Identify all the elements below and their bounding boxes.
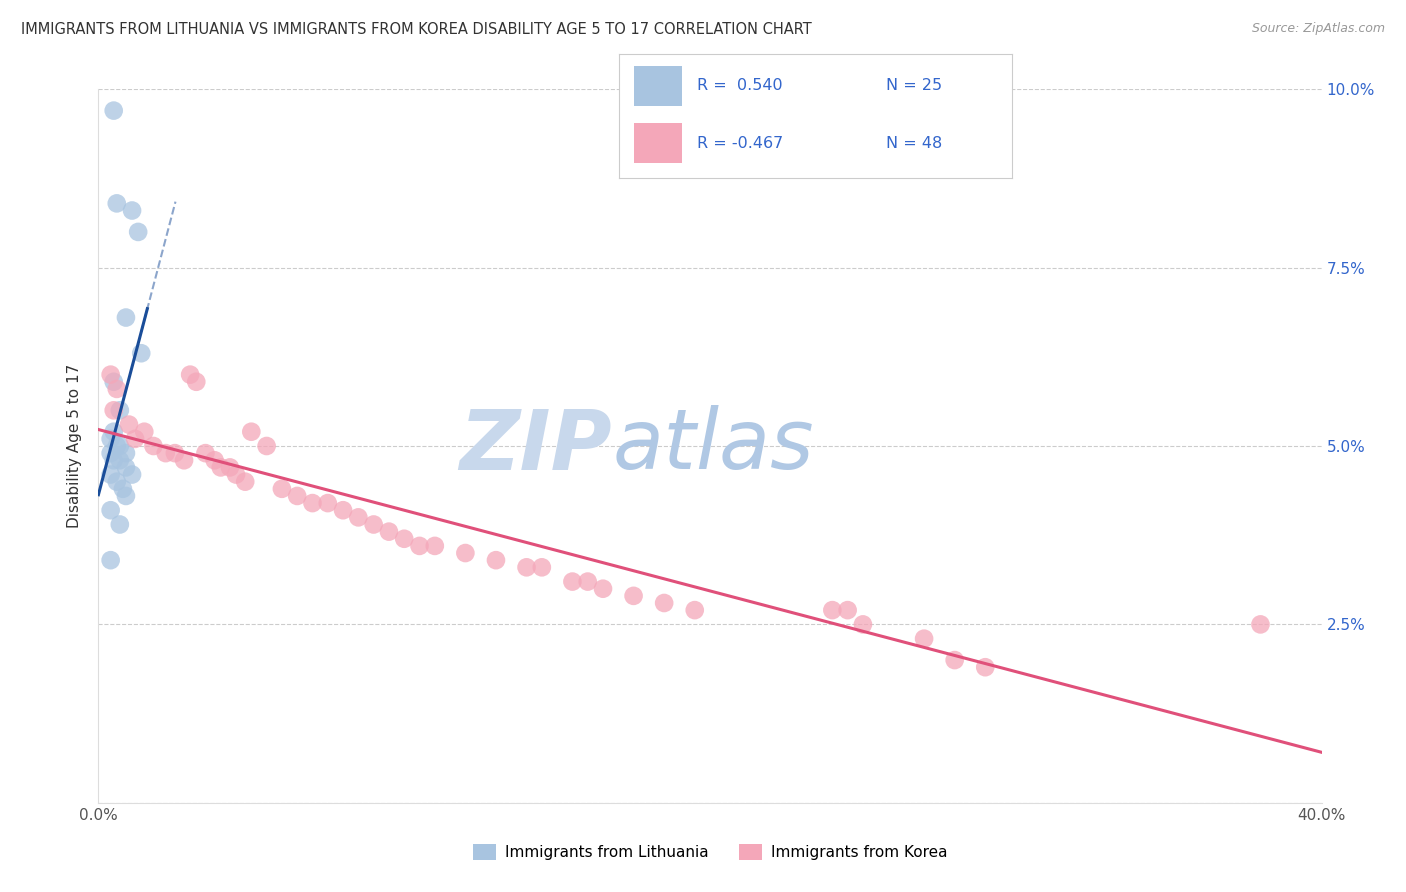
Text: N = 25: N = 25 bbox=[886, 78, 942, 94]
Point bbox=[219, 460, 242, 475]
Point bbox=[100, 432, 122, 446]
Point bbox=[105, 439, 128, 453]
Point bbox=[163, 446, 186, 460]
Point bbox=[256, 439, 278, 453]
Point bbox=[179, 368, 201, 382]
Point bbox=[912, 632, 935, 646]
Point bbox=[142, 439, 165, 453]
Point bbox=[204, 453, 226, 467]
Y-axis label: Disability Age 5 to 17: Disability Age 5 to 17 bbox=[67, 364, 83, 528]
Point bbox=[115, 446, 138, 460]
Point bbox=[1249, 617, 1271, 632]
Text: ZIP: ZIP bbox=[460, 406, 612, 486]
Point bbox=[103, 425, 125, 439]
Point bbox=[332, 503, 354, 517]
Text: R =  0.540: R = 0.540 bbox=[697, 78, 783, 94]
Point bbox=[103, 403, 125, 417]
Point bbox=[837, 603, 859, 617]
Point bbox=[124, 432, 146, 446]
Point bbox=[240, 425, 263, 439]
Point bbox=[108, 403, 131, 417]
Text: N = 48: N = 48 bbox=[886, 136, 942, 151]
Text: Source: ZipAtlas.com: Source: ZipAtlas.com bbox=[1251, 22, 1385, 36]
Point bbox=[225, 467, 247, 482]
Point bbox=[408, 539, 430, 553]
Point bbox=[194, 446, 217, 460]
Point bbox=[100, 446, 122, 460]
Point bbox=[652, 596, 675, 610]
Point bbox=[134, 425, 156, 439]
Point bbox=[821, 603, 844, 617]
Point bbox=[121, 467, 143, 482]
Point bbox=[105, 475, 128, 489]
Point bbox=[118, 417, 141, 432]
Point bbox=[592, 582, 614, 596]
Point bbox=[270, 482, 292, 496]
Point bbox=[115, 489, 138, 503]
Point bbox=[100, 553, 122, 567]
Point bbox=[561, 574, 583, 589]
Point bbox=[100, 467, 122, 482]
Text: IMMIGRANTS FROM LITHUANIA VS IMMIGRANTS FROM KOREA DISABILITY AGE 5 TO 17 CORREL: IMMIGRANTS FROM LITHUANIA VS IMMIGRANTS … bbox=[21, 22, 811, 37]
Point bbox=[173, 453, 195, 467]
FancyBboxPatch shape bbox=[634, 123, 682, 163]
Point bbox=[129, 346, 152, 360]
Point bbox=[974, 660, 997, 674]
Point bbox=[233, 475, 256, 489]
Point bbox=[301, 496, 323, 510]
Point bbox=[209, 460, 232, 475]
Point bbox=[108, 453, 131, 467]
Point bbox=[683, 603, 706, 617]
Point bbox=[485, 553, 508, 567]
Point bbox=[454, 546, 477, 560]
Point bbox=[186, 375, 208, 389]
Point bbox=[285, 489, 308, 503]
Point bbox=[108, 439, 131, 453]
Point bbox=[108, 517, 131, 532]
Point bbox=[155, 446, 177, 460]
Point bbox=[100, 368, 122, 382]
Point bbox=[316, 496, 339, 510]
Point bbox=[378, 524, 401, 539]
Point bbox=[363, 517, 385, 532]
Point bbox=[121, 203, 143, 218]
Point bbox=[103, 103, 125, 118]
Point bbox=[576, 574, 599, 589]
Point bbox=[103, 453, 125, 467]
Point bbox=[115, 460, 138, 475]
Legend: Immigrants from Lithuania, Immigrants from Korea: Immigrants from Lithuania, Immigrants fr… bbox=[467, 838, 953, 866]
Point bbox=[423, 539, 446, 553]
Point bbox=[127, 225, 149, 239]
Text: atlas: atlas bbox=[612, 406, 814, 486]
Point bbox=[623, 589, 645, 603]
Point bbox=[100, 503, 122, 517]
Point bbox=[516, 560, 538, 574]
Point bbox=[105, 382, 128, 396]
Text: R = -0.467: R = -0.467 bbox=[697, 136, 783, 151]
Point bbox=[852, 617, 875, 632]
Point bbox=[347, 510, 370, 524]
Point bbox=[943, 653, 966, 667]
Point bbox=[115, 310, 138, 325]
Point bbox=[392, 532, 416, 546]
Point bbox=[105, 196, 128, 211]
Point bbox=[530, 560, 553, 574]
FancyBboxPatch shape bbox=[634, 66, 682, 106]
Point bbox=[103, 375, 125, 389]
Point bbox=[111, 482, 134, 496]
